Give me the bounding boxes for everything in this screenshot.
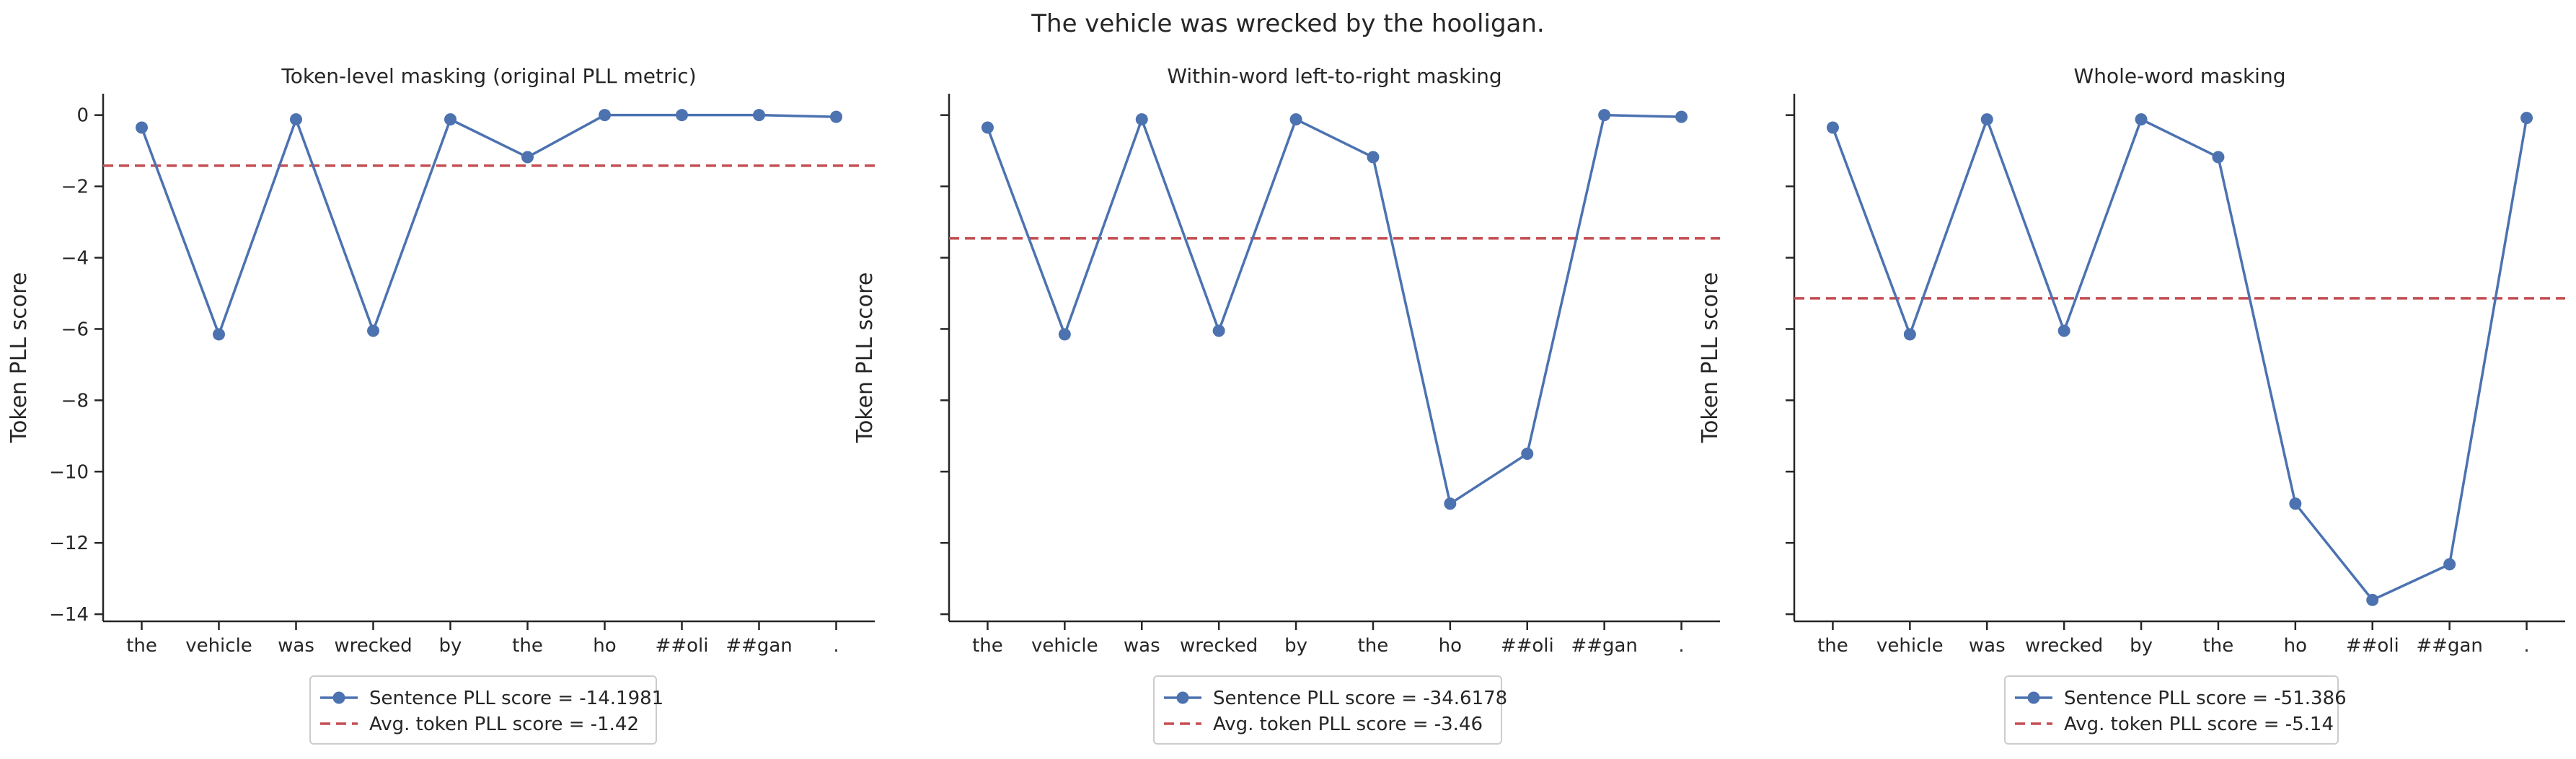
data-point [1521, 448, 1534, 461]
legend-series-marker [2027, 691, 2040, 704]
legend: Sentence PLL score = -14.1981 Avg. token … [309, 675, 663, 745]
subplot-1: Token-level masking (original PLL metric… [6, 64, 875, 745]
x-tick-label: was [278, 635, 314, 657]
y-axis-label: Token PLL score [6, 272, 32, 444]
data-point [2289, 497, 2302, 510]
x-tick-label: the [126, 635, 157, 657]
x-tick-label: wrecked [1180, 635, 1258, 657]
x-tick-label: by [2130, 635, 2153, 657]
x-tick-label: . [1678, 635, 1684, 657]
legend-series-label: Sentence PLL score = -14.1981 [369, 688, 663, 709]
data-point [1980, 113, 1993, 126]
x-tick-label: ho [2284, 635, 2307, 657]
legend-series-label: Sentence PLL score = -51.386 [2064, 688, 2347, 709]
y-tick-label: −14 [49, 604, 89, 626]
data-point [830, 110, 842, 123]
x-tick-label: the [1358, 635, 1389, 657]
data-point [290, 113, 302, 126]
y-tick-label: −8 [61, 390, 89, 412]
x-tick-label: vehicle [185, 635, 252, 657]
series-line [1831, 115, 2528, 602]
data-point [1826, 121, 1839, 134]
subplot-title: Whole-word masking [2074, 64, 2286, 88]
figure-title: The vehicle was wrecked by the hooligan. [1031, 9, 1544, 38]
legend-box [1153, 675, 1502, 745]
series-line [140, 113, 837, 338]
data-point [2520, 112, 2533, 125]
x-tick-label: by [439, 635, 462, 657]
y-tick-label: −6 [61, 319, 89, 340]
x-tick-label: vehicle [1031, 635, 1098, 657]
x-tick-label: ##oli [656, 635, 709, 657]
x-tick-label: by [1284, 635, 1307, 657]
x-tick-label: the [512, 635, 543, 657]
data-point [213, 328, 225, 341]
y-tick-label: −4 [61, 248, 89, 270]
y-tick-label: 0 [76, 105, 89, 127]
legend-box [309, 675, 657, 745]
data-point [1598, 109, 1611, 122]
y-tick-label: −12 [49, 533, 89, 554]
data-point [444, 113, 456, 126]
y-tick-label: −2 [61, 177, 89, 198]
legend: Sentence PLL score = -51.386 Avg. token P… [2004, 675, 2347, 745]
x-tick-label: . [833, 635, 839, 657]
data-point [1289, 113, 1302, 126]
legend: Sentence PLL score = -34.6178 Avg. token … [1153, 675, 1507, 745]
data-point [1135, 113, 1148, 126]
data-point [367, 324, 379, 337]
data-point [1675, 110, 1688, 123]
series-line [986, 113, 1682, 506]
y-axis-label: Token PLL score [1698, 272, 1723, 444]
x-tick-label: wrecked [2025, 635, 2103, 657]
legend-series-label: Sentence PLL score = -34.6178 [1213, 688, 1507, 709]
x-tick-label: wrecked [334, 635, 412, 657]
data-point [2366, 593, 2379, 606]
data-point [753, 109, 765, 122]
legend-avg-label: Avg. token PLL score = -1.42 [369, 714, 639, 735]
data-point [2212, 151, 2225, 164]
x-tick-label: . [2523, 635, 2529, 657]
data-point [136, 121, 148, 134]
x-tick-label: ##gan [725, 635, 793, 657]
data-point [2057, 324, 2070, 337]
x-tick-label: was [1969, 635, 2006, 657]
data-point [1903, 328, 1916, 341]
legend-box [2004, 675, 2339, 745]
x-tick-label: the [1817, 635, 1848, 657]
data-point [1444, 497, 1457, 510]
x-tick-label: the [972, 635, 1003, 657]
data-point [1058, 328, 1071, 341]
x-tick-label: the [2203, 635, 2234, 657]
x-tick-label: was [1124, 635, 1160, 657]
data-point [521, 151, 534, 164]
x-tick-label: ##gan [2416, 635, 2483, 657]
legend-series-marker [1176, 691, 1189, 704]
y-axis-label: Token PLL score [852, 272, 878, 444]
data-point [676, 109, 688, 122]
data-point [981, 121, 994, 134]
x-tick-label: ho [1439, 635, 1462, 657]
x-tick-label: ho [593, 635, 616, 657]
data-point [599, 109, 611, 122]
subplot-title: Token-level masking (original PLL metric… [281, 64, 696, 88]
subplot-3: Whole-word masking Token PLL score the vehi… [1698, 64, 2565, 745]
x-tick-label: vehicle [1876, 635, 1944, 657]
legend-avg-label: Avg. token PLL score = -5.14 [2064, 714, 2334, 735]
legend-series-marker [332, 691, 345, 704]
subplot-2: Within-word left-to-right masking Token P… [852, 64, 1720, 745]
x-tick-label: ##oli [1501, 635, 1554, 657]
data-point [1212, 324, 1225, 337]
data-point [2443, 558, 2456, 571]
x-tick-label: ##gan [1571, 635, 1638, 657]
legend-avg-label: Avg. token PLL score = -3.46 [1213, 714, 1483, 735]
data-point [1367, 151, 1380, 164]
y-tick-label: −10 [49, 461, 89, 483]
x-tick-label: ##oli [2346, 635, 2399, 657]
subplot-title: Within-word left-to-right masking [1167, 64, 1501, 88]
data-point [2135, 113, 2148, 126]
